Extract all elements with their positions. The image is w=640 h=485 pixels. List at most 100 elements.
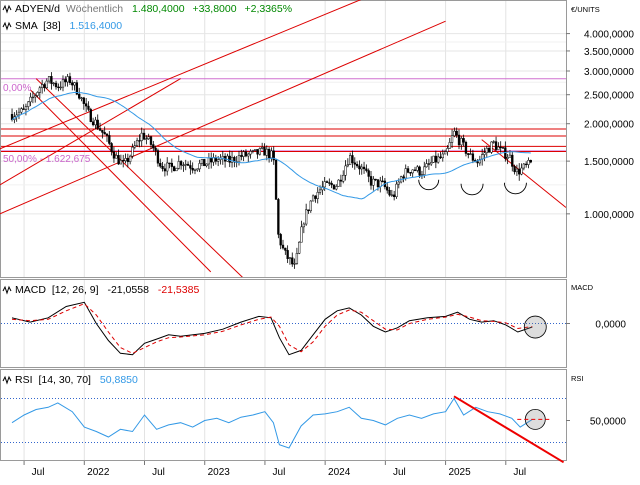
x-tick-label: 2025 <box>448 467 471 478</box>
candle-body <box>346 164 349 167</box>
candle-body <box>20 108 23 113</box>
candle-body <box>78 93 81 99</box>
candle-body <box>138 140 141 142</box>
candle-body <box>119 160 123 165</box>
candle-body <box>279 234 282 246</box>
macd-signal-line <box>11 303 533 354</box>
candle-body <box>277 199 280 235</box>
candle-body <box>184 163 187 166</box>
x-tick-label: Jul <box>393 467 406 478</box>
candle-body <box>98 128 102 131</box>
candle-body <box>59 86 62 89</box>
candle-body <box>258 148 261 155</box>
pattern-arc <box>418 179 440 191</box>
rsi-legend: RSI [14, 30, 70] 50,8850 <box>2 374 138 386</box>
rsi-line <box>11 397 533 449</box>
candle-body <box>131 146 134 157</box>
candle-body <box>27 101 30 107</box>
candle-body <box>337 179 340 187</box>
candle-body <box>36 92 39 96</box>
candle-body <box>300 226 303 243</box>
candle-body <box>52 82 55 85</box>
candle-body <box>418 166 421 176</box>
candle-body <box>425 163 428 168</box>
candle-body <box>404 168 407 179</box>
interval-label: Wöchentlich <box>66 3 123 15</box>
candle-body <box>527 160 530 165</box>
candle-body <box>367 170 370 177</box>
candle-body <box>487 147 491 153</box>
candle-body <box>520 167 523 175</box>
candle-body <box>506 157 509 159</box>
change-pct: +2,3365% <box>244 3 292 15</box>
svg-text:MACD [12, 26, 9] -: MACD [12, 26, 9] -21,0558 -21,5385 <box>15 284 199 296</box>
candle-body <box>85 103 88 107</box>
rising-channel-line <box>0 0 362 150</box>
candle-body <box>61 79 65 88</box>
candle-body <box>91 121 95 126</box>
macd-highlight-circle <box>523 315 547 339</box>
y-tick-label: 0,0000 <box>595 320 626 331</box>
candle-body <box>230 157 234 163</box>
svg-text:SMA [38] 1.516,400: SMA [38] 1.516,4000 <box>15 20 122 32</box>
candle-body <box>453 130 456 137</box>
candle-body <box>156 150 160 164</box>
candle-body <box>129 155 132 162</box>
candle-body <box>272 150 275 161</box>
macd-label: MACD <box>15 284 46 296</box>
candle-body <box>226 155 229 162</box>
candle-body <box>388 189 391 196</box>
candle-body <box>483 152 486 155</box>
candle-body <box>71 82 74 86</box>
macd-value: -21,0558 <box>107 284 149 296</box>
macd-params: [12, 26, 9] <box>52 284 99 296</box>
candle-body <box>124 158 127 161</box>
candle-body <box>240 155 243 157</box>
candle-body <box>504 147 507 159</box>
candle-body <box>161 166 164 169</box>
candle-body <box>263 147 266 156</box>
rising-support-line <box>0 78 181 186</box>
y-tick-label: 2.000,0000 <box>584 120 634 131</box>
candle-body <box>140 132 143 141</box>
symbol-label: ADYEN/d <box>15 3 60 15</box>
candle-body <box>217 159 220 162</box>
candle-body <box>193 169 197 171</box>
candle-body <box>179 161 183 166</box>
svg-text:RSI [14, 30, 70] 5: RSI [14, 30, 70] 50,8850 <box>15 374 138 386</box>
candle-body <box>295 253 299 264</box>
sma-line <box>11 91 531 200</box>
x-tick-label: Jul <box>513 467 526 478</box>
candle-body <box>265 148 268 156</box>
candle-body <box>286 250 289 259</box>
candle-body <box>494 141 498 150</box>
x-tick-label: 2022 <box>87 467 110 478</box>
candle-body <box>24 106 28 110</box>
candle-body <box>332 184 336 190</box>
candle-body <box>200 159 204 164</box>
candle-body <box>339 179 343 182</box>
candle-body <box>22 108 25 110</box>
candle-body <box>135 140 139 146</box>
candle-body <box>469 153 472 155</box>
candle-body <box>434 155 437 163</box>
candle-body <box>448 142 451 149</box>
candle-body <box>182 164 185 167</box>
candle-body <box>38 87 41 93</box>
candle-body <box>87 105 90 110</box>
candle-body <box>497 146 500 150</box>
candle-body <box>386 186 389 191</box>
candle-body <box>244 151 248 157</box>
candle-body <box>460 138 463 146</box>
macd-unit-label: MACD <box>571 283 594 292</box>
candle-body <box>362 166 366 170</box>
price-panel <box>0 0 567 278</box>
macd-line <box>11 301 533 356</box>
wave-icon <box>2 285 12 295</box>
candle-body <box>64 79 67 83</box>
candle-body <box>314 195 317 199</box>
candle-body <box>309 200 312 212</box>
candle-body <box>476 161 479 164</box>
macd-signal-value: -21,5385 <box>158 284 200 296</box>
candle-body <box>411 169 414 174</box>
